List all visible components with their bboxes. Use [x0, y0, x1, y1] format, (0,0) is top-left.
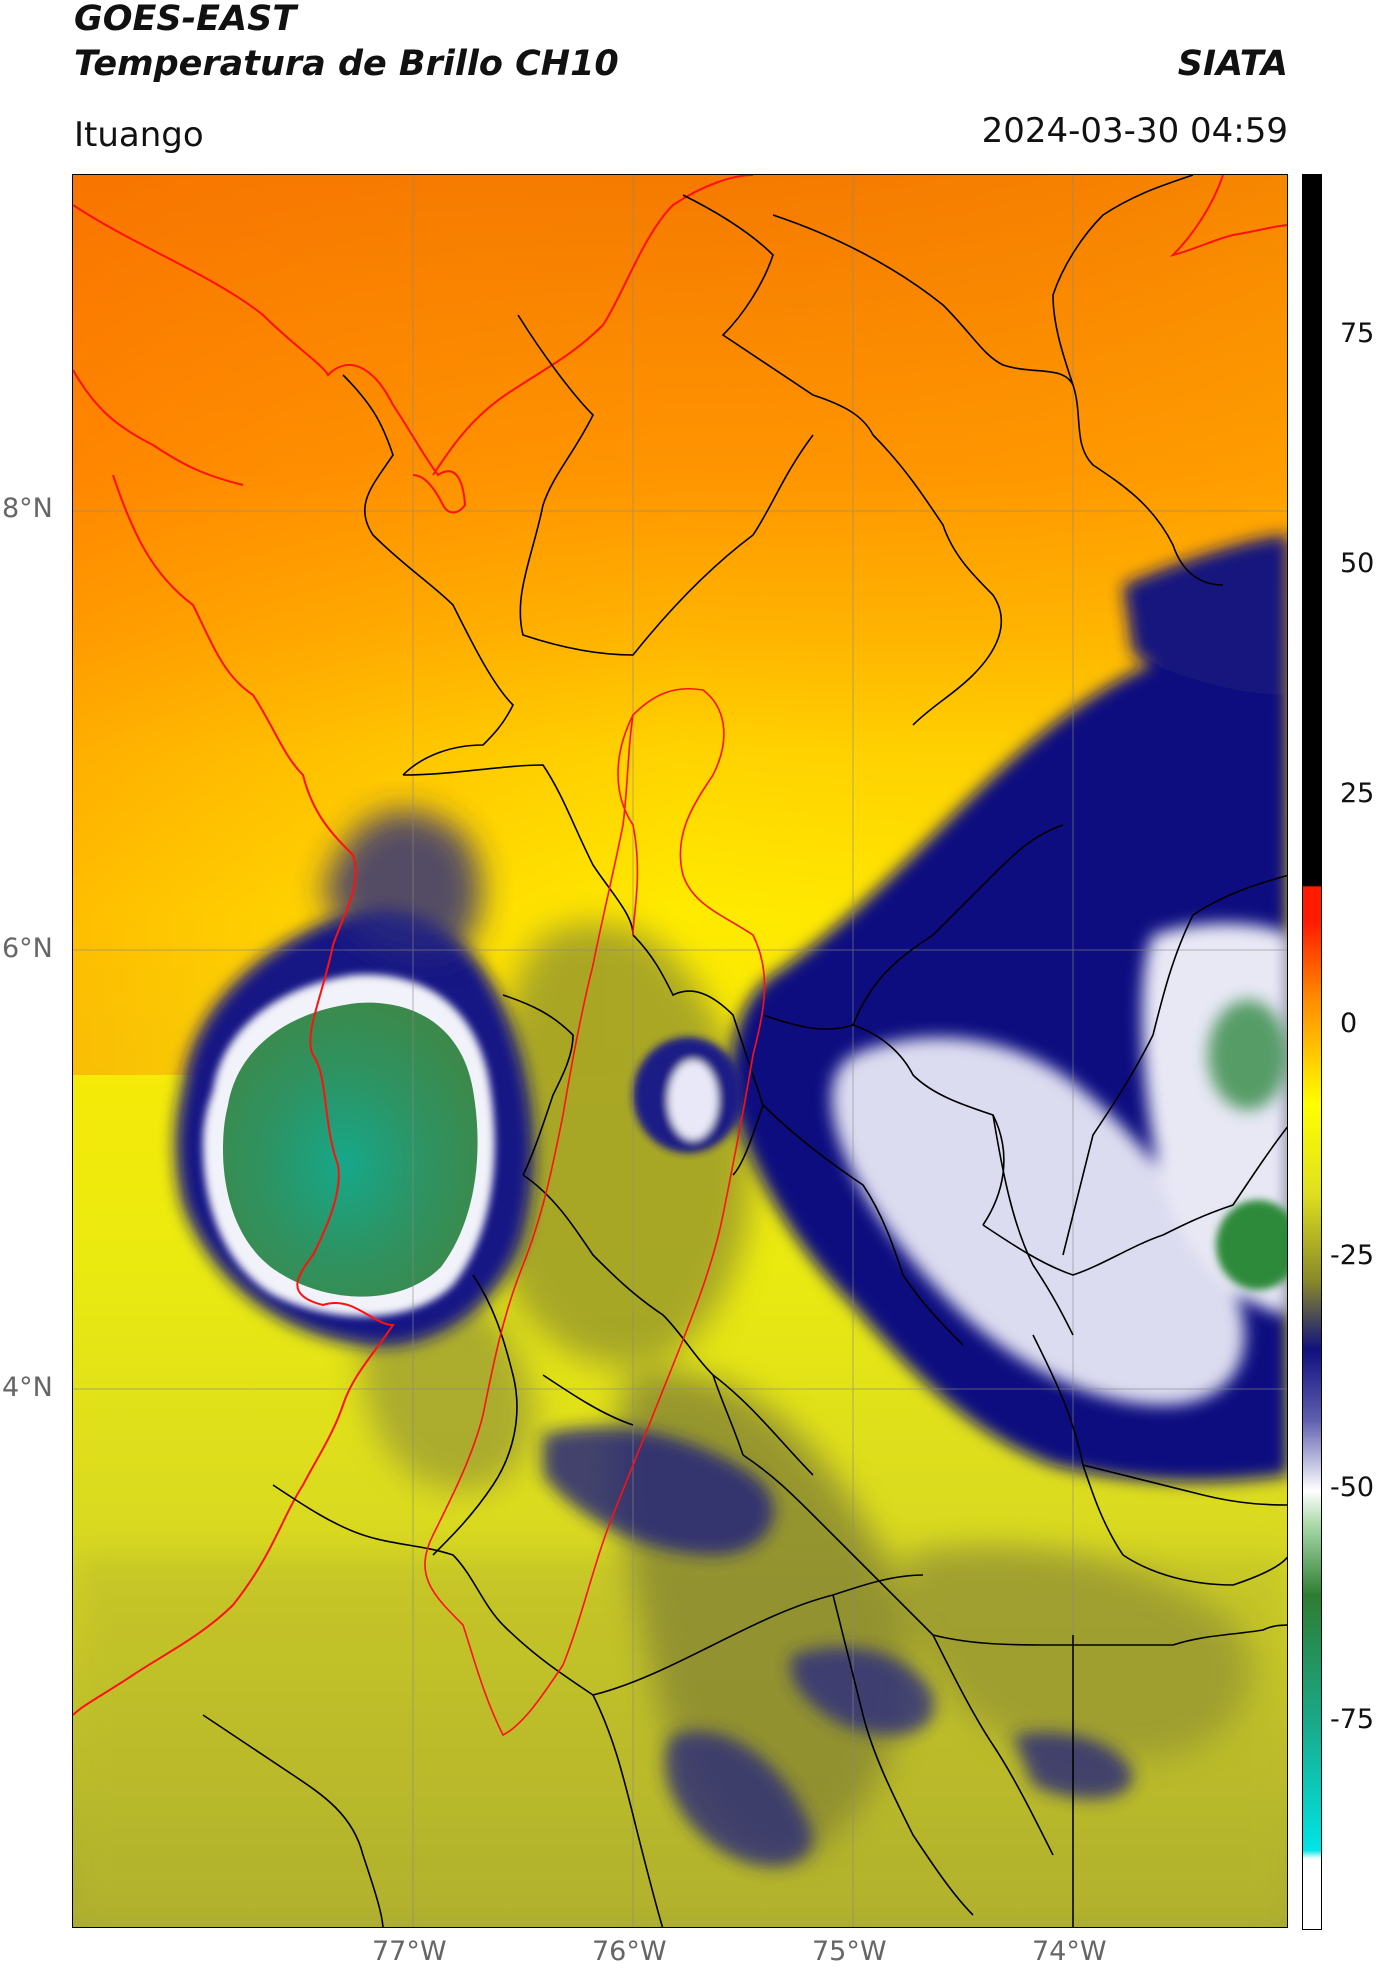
- colorbar-tick-50: 50: [1340, 548, 1375, 579]
- region-label: Ituango: [74, 115, 204, 155]
- datetime-label: 2024-03-30 04:59: [981, 111, 1288, 151]
- lat-label-8n: 8°N: [2, 493, 53, 524]
- product-title: Temperatura de Brillo CH10: [74, 44, 619, 84]
- lon-label-74w: 74°W: [1032, 1936, 1107, 1967]
- lon-label-76w: 76°W: [592, 1936, 667, 1967]
- east-green-cell-lower: [1216, 1200, 1287, 1290]
- org-label: SIATA: [1177, 44, 1288, 84]
- brightness-temperature-map: [73, 175, 1287, 1927]
- east-green-cell-upper: [1208, 1000, 1287, 1110]
- satellite-title: GOES-EAST: [74, 0, 297, 39]
- colorbar-tick-minus50: -50: [1330, 1472, 1375, 1503]
- lon-label-75w: 75°W: [812, 1936, 887, 1967]
- colorbar-tick-minus75: -75: [1330, 1704, 1375, 1735]
- department-borders: [202, 175, 1287, 1927]
- colorbar-tick-75: 75: [1340, 318, 1375, 349]
- lat-label-6n: 6°N: [2, 933, 53, 964]
- colorbar-tick-25: 25: [1340, 778, 1375, 809]
- map-panel[interactable]: [72, 174, 1288, 1928]
- coastline: [73, 175, 1287, 1716]
- lon-label-77w: 77°W: [372, 1936, 447, 1967]
- south-cloud-bands: [543, 1427, 1133, 1867]
- west-storm: [175, 810, 534, 1347]
- central-storm: [633, 1037, 743, 1153]
- colorbar-tick-minus25: -25: [1330, 1240, 1375, 1271]
- lat-label-4n: 4°N: [2, 1372, 53, 1403]
- basin-outline: [424, 687, 766, 1737]
- colorbar-tick-0: 0: [1340, 1008, 1358, 1039]
- colorbar: [1302, 174, 1322, 1930]
